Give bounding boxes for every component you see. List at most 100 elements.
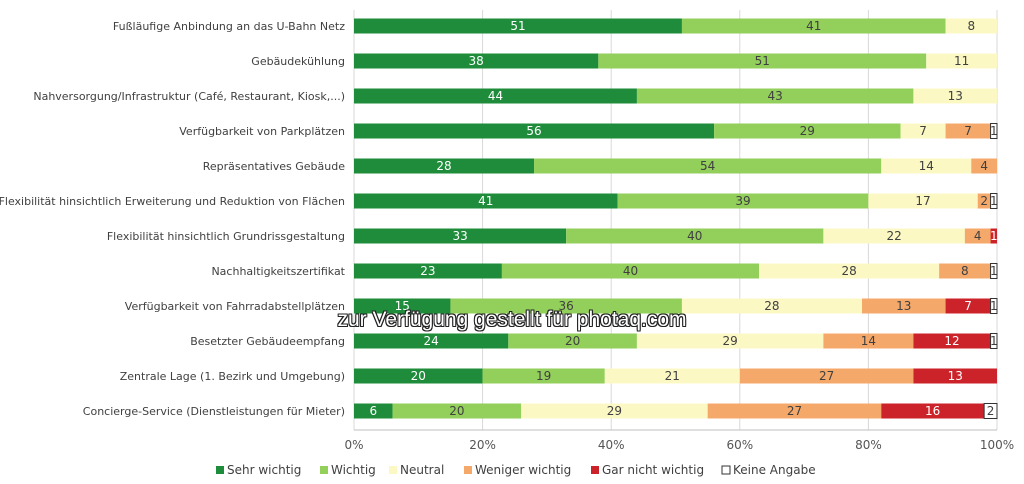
bar-segment <box>354 18 682 34</box>
bar-segment <box>707 403 882 419</box>
data-label: 43 <box>768 89 783 103</box>
legend-label: Gar nicht wichtig <box>602 463 704 477</box>
data-label: 6 <box>369 404 377 418</box>
data-label: 40 <box>687 229 702 243</box>
bar-segment <box>990 193 998 209</box>
data-label: 54 <box>700 159 715 173</box>
data-label: 7 <box>919 124 927 138</box>
category-label: Fußläufige Anbindung an das U-Bahn Netz <box>113 20 345 33</box>
bar-segment <box>354 333 509 349</box>
data-label: 4 <box>980 159 988 173</box>
data-label: 24 <box>424 334 439 348</box>
legend-label: Weniger wichtig <box>475 463 571 477</box>
data-label: 8 <box>961 264 969 278</box>
data-label: 41 <box>806 19 821 33</box>
data-label: 1 <box>990 194 998 208</box>
bar-segment <box>450 298 682 314</box>
data-label: 22 <box>886 229 901 243</box>
x-tick-label: 60% <box>726 438 753 452</box>
data-label: 38 <box>469 54 484 68</box>
data-label: 16 <box>925 404 940 418</box>
bar-segment <box>598 53 927 69</box>
bar-segment <box>354 298 451 314</box>
data-label: 36 <box>559 299 574 313</box>
data-label: 39 <box>735 194 750 208</box>
category-label: Repräsentatives Gebäude <box>203 160 346 173</box>
bar-segment <box>354 53 599 69</box>
data-label: 51 <box>755 54 770 68</box>
bar-segment <box>977 193 991 209</box>
bar-segment <box>881 403 985 419</box>
x-tick-label: 40% <box>598 438 625 452</box>
bar-segment <box>636 88 914 104</box>
legend-label: Neutral <box>400 463 444 477</box>
bar-segment <box>681 18 946 34</box>
data-label: 1 <box>990 124 998 138</box>
data-label: 41 <box>478 194 493 208</box>
data-label: 7 <box>964 299 972 313</box>
legend-swatch <box>216 466 224 474</box>
category-label: Nachhaltigkeitszertifikat <box>211 265 345 278</box>
category-label: Verfügbarkeit von Fahrradabstellplätzen <box>125 300 345 313</box>
bar-segment <box>501 263 760 279</box>
bar-segment <box>354 368 483 384</box>
data-label: 29 <box>800 124 815 138</box>
category-label: Besetzter Gebäudeempfang <box>190 335 345 348</box>
data-label: 12 <box>944 334 959 348</box>
x-tick-label: 0% <box>344 438 363 452</box>
data-label: 40 <box>623 264 638 278</box>
bar-segment <box>739 368 914 384</box>
data-label: 13 <box>948 369 963 383</box>
bar-segment <box>354 228 567 244</box>
data-label: 56 <box>526 124 541 138</box>
category-label: Zentrale Lage (1. Bezirk und Umgebung) <box>120 370 345 383</box>
bar-segment <box>945 123 991 139</box>
bar-segment <box>354 193 618 209</box>
x-tick-label: 100% <box>980 438 1014 452</box>
bar-segment <box>945 18 997 34</box>
bar-segment <box>508 333 637 349</box>
legend-swatch <box>464 466 472 474</box>
category-label: Flexibilität hinsichtlich Grundrissgesta… <box>107 230 345 243</box>
legend-swatch <box>389 466 397 474</box>
bar-segment <box>990 263 998 279</box>
bar-segment <box>759 263 940 279</box>
data-label: 7 <box>964 124 972 138</box>
data-label: 28 <box>764 299 779 313</box>
bar-segment <box>861 298 946 314</box>
data-label: 1 <box>990 229 998 243</box>
bar-segment <box>990 228 997 244</box>
data-label: 28 <box>841 264 856 278</box>
bar-segment <box>617 193 869 209</box>
bar-segment <box>990 298 998 314</box>
data-label: 33 <box>452 229 467 243</box>
bar-segment <box>881 158 972 174</box>
bar-segment <box>913 368 997 384</box>
data-label: 29 <box>607 404 622 418</box>
data-label: 20 <box>449 404 464 418</box>
data-label: 28 <box>436 159 451 173</box>
bar-segment <box>604 368 740 384</box>
legend-label: Sehr wichtig <box>227 463 301 477</box>
data-label: 27 <box>819 369 834 383</box>
data-label: 2 <box>987 404 995 418</box>
bar-segment <box>354 123 715 139</box>
data-label: 44 <box>488 89 503 103</box>
bar-segment <box>913 333 991 349</box>
bar-segment <box>823 333 914 349</box>
data-label: 19 <box>536 369 551 383</box>
data-label: 14 <box>919 159 934 173</box>
bar-segment <box>926 53 997 69</box>
bar-segment <box>913 88 997 104</box>
legend-label: Wichtig <box>331 463 376 477</box>
bar-segment <box>392 403 522 419</box>
legend-swatch <box>320 466 328 474</box>
data-label: 51 <box>510 19 525 33</box>
category-label: Nahversorgung/Infrastruktur (Café, Resta… <box>33 90 345 103</box>
category-label: Flexibilität hinsichtlich Erweiterung un… <box>0 195 345 208</box>
bar-segment <box>983 403 998 419</box>
legend-label: Keine Angabe <box>733 463 816 477</box>
category-label: Verfügbarkeit von Parkplätzen <box>179 125 345 138</box>
data-label: 4 <box>974 229 982 243</box>
